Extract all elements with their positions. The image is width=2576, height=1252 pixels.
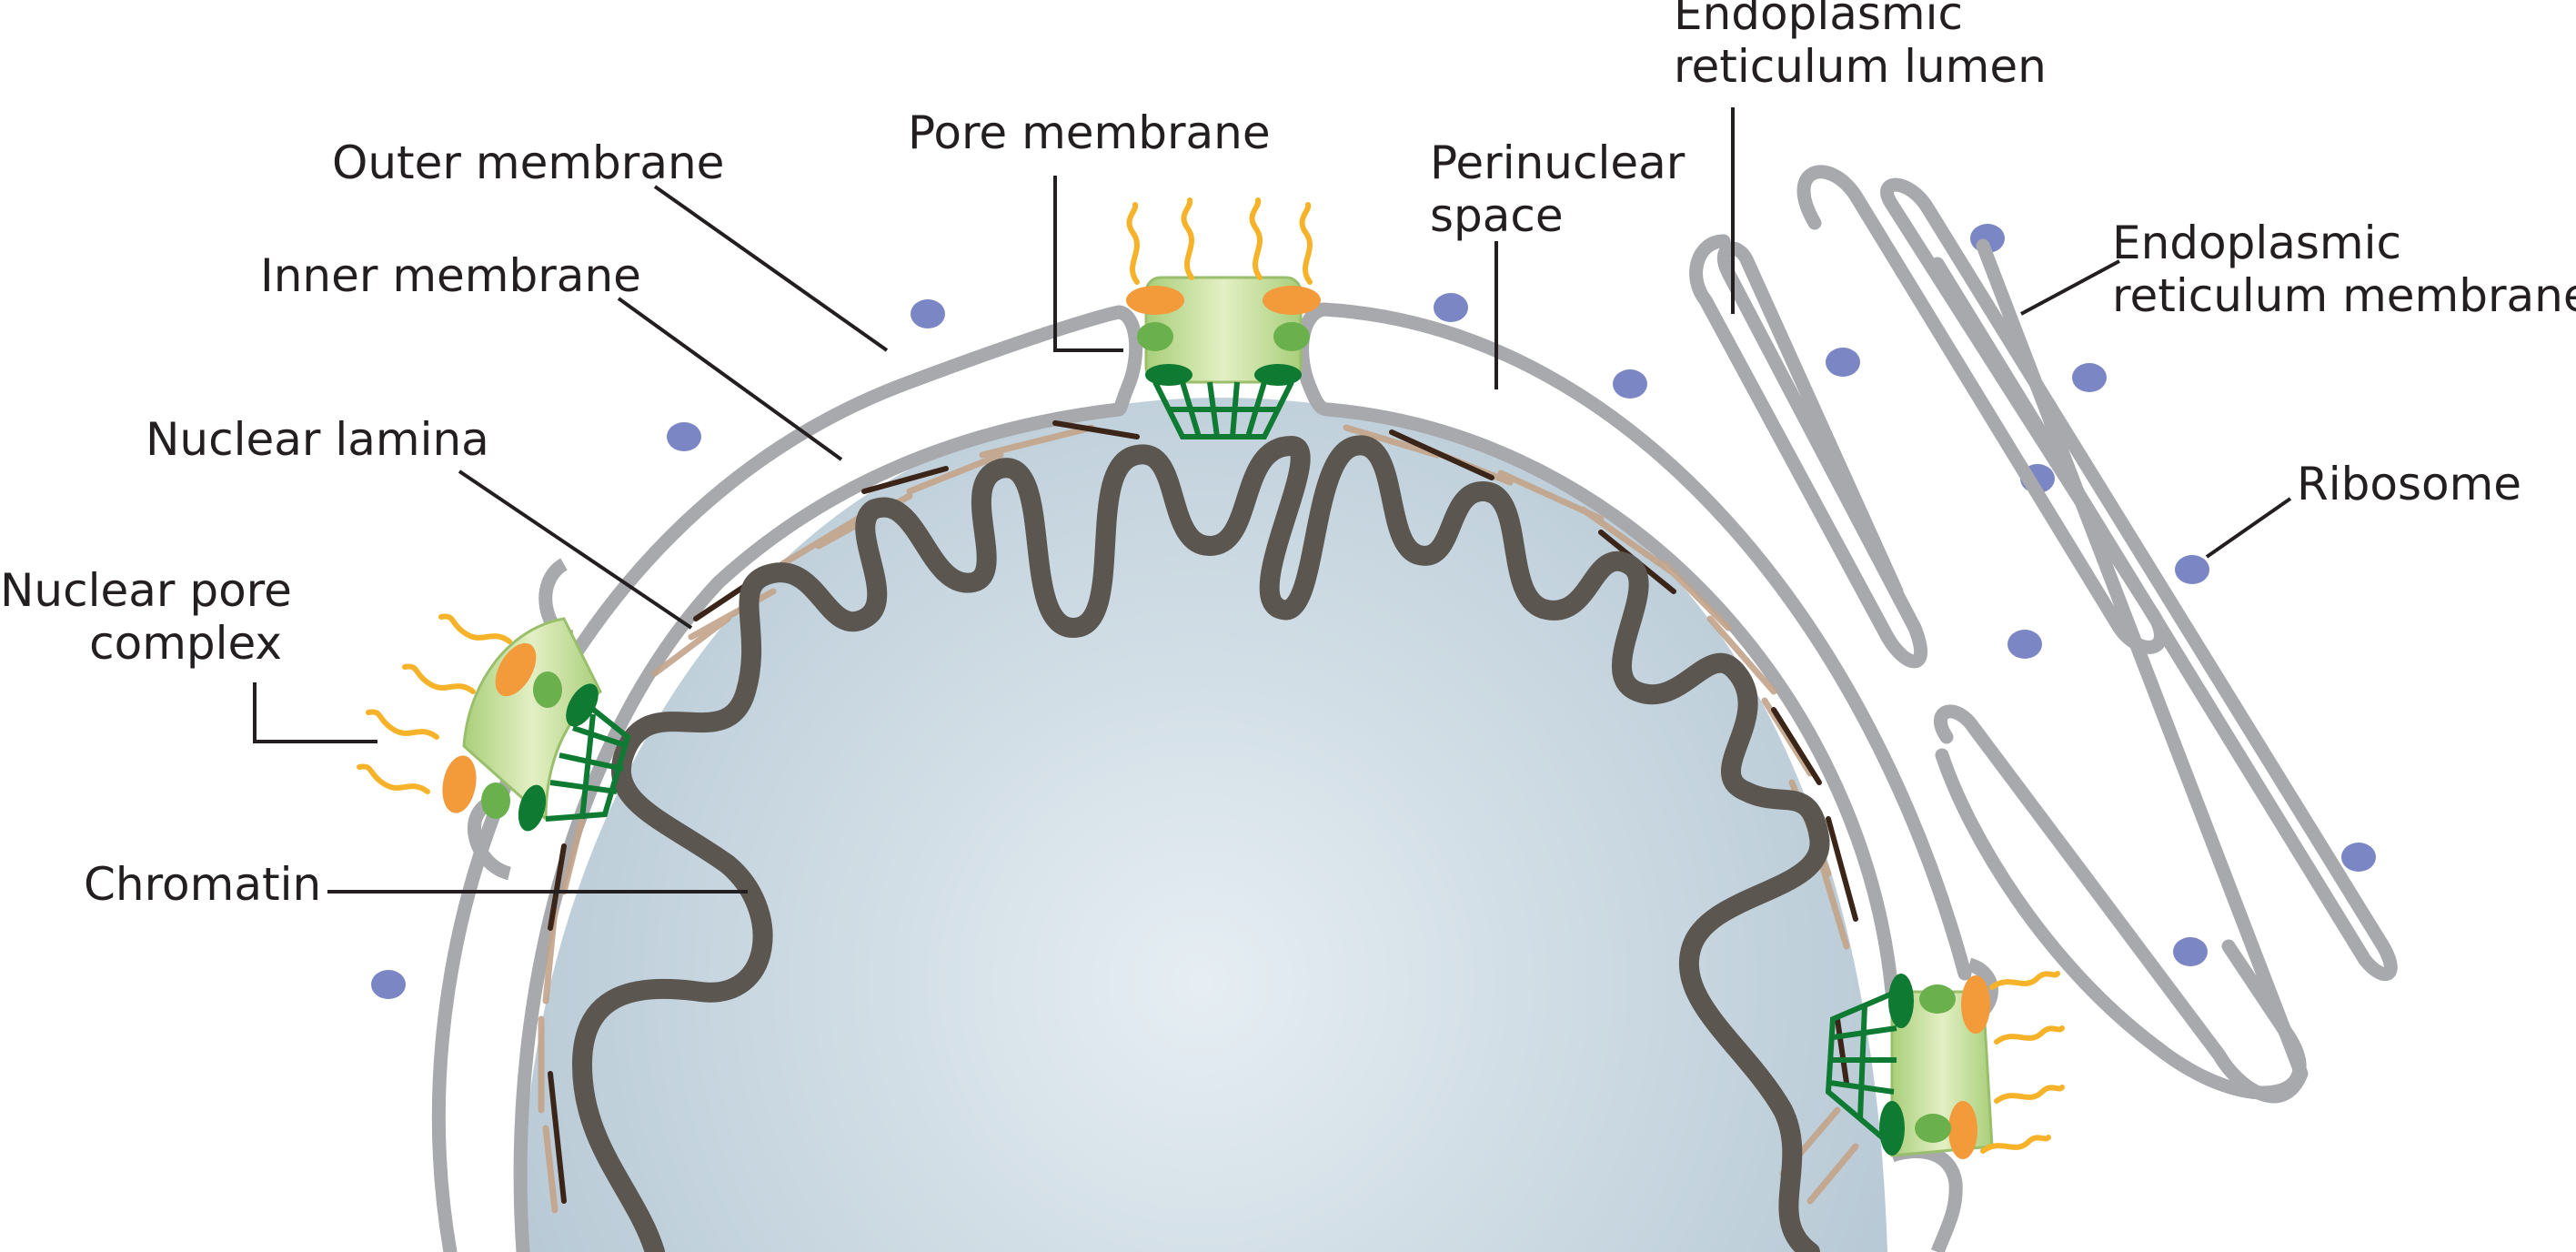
- ribosome: [371, 970, 406, 999]
- ribosome: [1613, 369, 1647, 399]
- leader-nuclear-pore-complex: [253, 682, 377, 743]
- leader-outer-membrane: [653, 185, 889, 352]
- ribosome: [2175, 555, 2209, 584]
- outer-membrane: [431, 305, 1126, 1252]
- nuclear-pore-right: [1825, 957, 2065, 1252]
- label-chromatin: Chromatin: [84, 858, 322, 911]
- label-nuclear-pore-complex: Nuclear pore complex: [0, 564, 292, 670]
- leader-ribosome: [2205, 497, 2292, 559]
- nuclear-lamina: [538, 420, 1859, 1214]
- ribosome: [1826, 348, 1860, 377]
- ribosome: [2007, 630, 2042, 659]
- ribosome: [2341, 843, 2376, 872]
- ribosome: [667, 422, 701, 451]
- nucleoplasm: [522, 398, 1888, 1252]
- ribosome: [1434, 293, 1468, 322]
- ribosomes: [371, 224, 2376, 999]
- label-ribosome: Ribosome: [2297, 458, 2522, 510]
- leader-nuclear-lamina: [458, 470, 693, 630]
- label-nuclear-lamina: Nuclear lamina: [146, 413, 489, 466]
- leader-inner-membrane: [617, 297, 843, 461]
- label-er-lumen: Endoplasmic reticulum lumen: [1674, 0, 2047, 93]
- outer-membrane-right: [1316, 302, 1972, 981]
- ribosome: [2072, 363, 2107, 392]
- leader-er-membrane: [2020, 259, 2120, 316]
- chromatin-fiber: [572, 435, 1830, 1252]
- label-perinuclear-space: Perinuclear space: [1430, 136, 1685, 242]
- ribosome: [2173, 937, 2208, 966]
- label-inner-membrane: Inner membrane: [260, 249, 641, 302]
- ribosome: [911, 299, 945, 328]
- label-er-membrane: Endoplasmic reticulum membrane: [2112, 217, 2576, 322]
- label-pore-membrane: Pore membrane: [908, 106, 1271, 159]
- endoplasmic-reticulum: [1689, 165, 2398, 1104]
- leader-lines: [253, 107, 2292, 894]
- nuclear-pore-top: [1113, 197, 1329, 439]
- label-outer-membrane: Outer membrane: [332, 136, 725, 189]
- nuclear-pore-left: [357, 558, 631, 881]
- leader-pore-membrane: [1053, 176, 1123, 352]
- inner-membrane: [513, 402, 1126, 1252]
- inner-membrane-right: [1321, 402, 1899, 999]
